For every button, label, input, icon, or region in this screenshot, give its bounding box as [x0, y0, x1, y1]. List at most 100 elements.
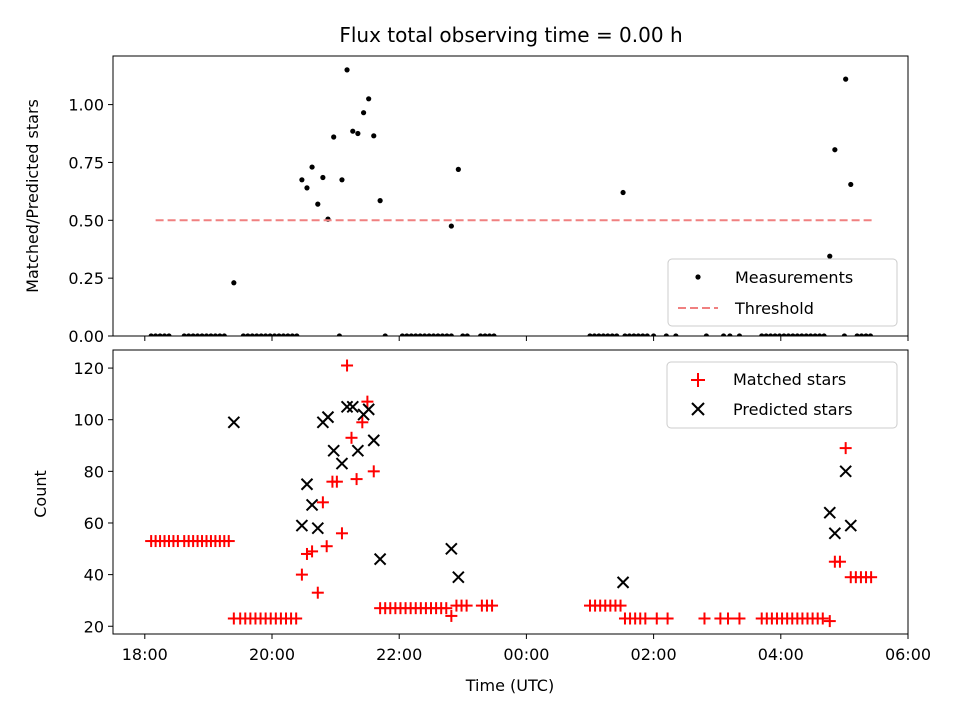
- bottom-xtick-label: 20:00: [249, 645, 295, 664]
- measurement-point: [455, 166, 461, 172]
- top-legend: Measurements Threshold: [667, 258, 898, 327]
- measurement-point: [622, 333, 628, 336]
- legend-label-threshold: Threshold: [734, 299, 814, 318]
- measurement-point: [285, 333, 291, 336]
- matched-point: [295, 568, 308, 581]
- measurement-point: [426, 333, 432, 336]
- measurement-point: [848, 181, 854, 188]
- measurement-point: [344, 67, 350, 73]
- bottom-ylabel: Count: [31, 470, 50, 518]
- measurement-point: [254, 333, 260, 336]
- legend-label-matched: Matched stars: [733, 370, 846, 389]
- measurement-point: [371, 133, 377, 139]
- top-ytick-label: 1.00: [68, 96, 104, 115]
- matched-point: [661, 612, 674, 625]
- measurement-point: [157, 333, 163, 336]
- measurement-point: [803, 333, 809, 336]
- predicted-point: [823, 506, 836, 519]
- predicted-point: [227, 416, 241, 429]
- bottom-plot-area: 20 40 60 80 100 120 18:00 20:00 22:00 00:00 02:00 0…: [73, 349, 931, 664]
- measurement-point: [867, 333, 874, 336]
- predicted-point: [445, 542, 458, 556]
- measurement-point: [736, 333, 743, 336]
- measurement-point: [827, 253, 833, 259]
- predicted-point: [321, 410, 335, 424]
- measurement-point: [435, 333, 441, 336]
- measurement-point: [609, 333, 615, 336]
- predicted-point: [373, 552, 387, 566]
- measurement-point: [460, 333, 466, 336]
- top-ytick-label: 0.75: [68, 153, 104, 172]
- top-ytick-label: 0.50: [68, 211, 104, 230]
- measurement-point: [763, 333, 769, 336]
- measurement-point: [289, 333, 295, 336]
- legend-label-measurements: Measurements: [735, 268, 853, 287]
- matched-point: [222, 535, 235, 548]
- matched-point: [345, 431, 358, 444]
- measurement-point: [486, 333, 493, 336]
- legend-marker-matched: [691, 373, 705, 387]
- measurement-point: [331, 134, 337, 140]
- measurement-point: [781, 333, 787, 336]
- top-axes-frame: [112, 55, 909, 337]
- measurement-point: [785, 333, 792, 336]
- measurement-point: [605, 333, 611, 336]
- measurement-point: [422, 333, 428, 336]
- matched-point: [445, 609, 458, 622]
- measurement-point: [673, 333, 679, 336]
- measurement-point: [727, 333, 733, 336]
- measurement-point: [294, 333, 300, 336]
- matched-point: [733, 612, 746, 625]
- matched-point: [823, 615, 836, 628]
- predicted-point: [305, 498, 319, 512]
- predicted-point: [311, 521, 324, 535]
- predicted-point: [844, 519, 857, 532]
- measurement-point: [843, 76, 849, 82]
- matched-point: [316, 496, 329, 509]
- measurement-point: [366, 96, 372, 102]
- measurement-point: [478, 333, 484, 336]
- measurement-point: [417, 333, 423, 336]
- legend-marker-predicted: [691, 402, 705, 416]
- predicted-point: [351, 444, 365, 457]
- top-chart-title: Flux total observing time = 0.00 h: [339, 23, 682, 47]
- measurement-point: [217, 333, 223, 336]
- predicted-point: [616, 576, 630, 589]
- measurement-point: [444, 333, 450, 336]
- measurement-point: [651, 333, 657, 336]
- measurement-point: [399, 333, 405, 336]
- measurement-point: [350, 128, 356, 134]
- measurement-point: [772, 333, 778, 336]
- measurement-point: [153, 333, 159, 336]
- legend-label-predicted: Predicted stars: [733, 400, 853, 419]
- matched-point: [650, 612, 663, 625]
- predicted-point: [340, 400, 354, 414]
- measurement-point: [808, 333, 814, 336]
- predicted-point: [452, 570, 465, 584]
- measurement-point: [148, 333, 154, 336]
- measurement-point: [339, 177, 345, 183]
- measurement-point: [186, 333, 192, 336]
- top-ytick-label: 0.25: [68, 269, 104, 288]
- measurement-point: [404, 333, 410, 336]
- matched-point: [639, 612, 652, 625]
- measurement-point: [271, 333, 278, 336]
- measurement-point: [413, 333, 419, 336]
- measurement-point: [587, 333, 593, 336]
- predicted-point: [346, 400, 359, 414]
- matched-point: [361, 395, 374, 408]
- bottom-ytick-label: 60: [84, 514, 104, 533]
- measurement-point: [759, 333, 765, 336]
- matched-point: [341, 359, 354, 372]
- top-data-layer: [148, 67, 874, 336]
- matched-point: [356, 416, 369, 429]
- measurement-point: [430, 333, 437, 336]
- measurement-point: [464, 333, 470, 336]
- measurement-point: [794, 333, 800, 336]
- measurement-point: [408, 333, 414, 336]
- bottom-ytick-label: 100: [73, 411, 104, 430]
- matched-point: [335, 527, 348, 540]
- measurement-point: [448, 223, 454, 229]
